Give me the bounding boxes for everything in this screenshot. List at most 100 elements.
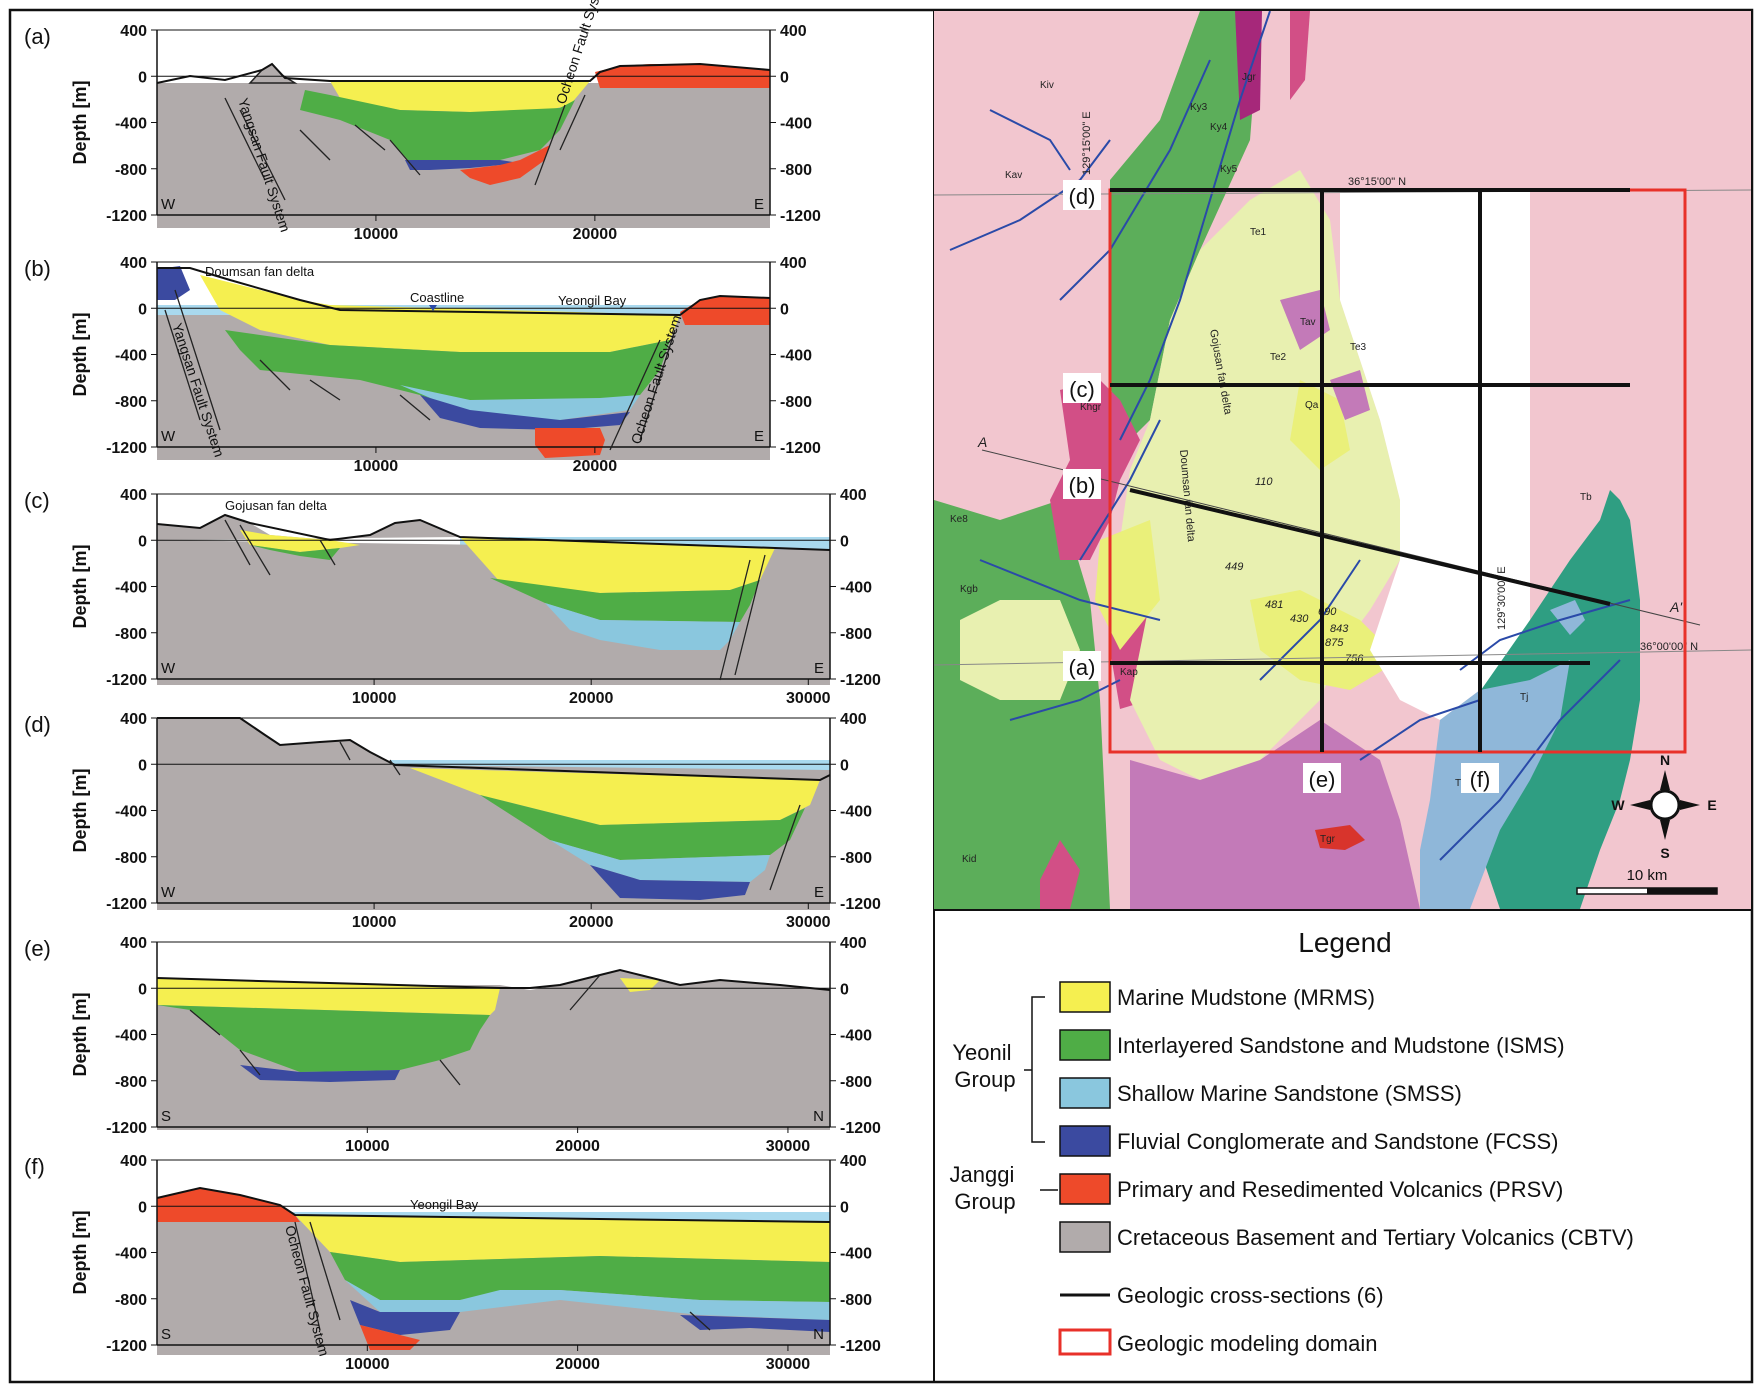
y-axis-label: Depth [m] xyxy=(70,313,90,397)
y-tick-label: 400 xyxy=(120,935,147,952)
y-tick-label-right: -800 xyxy=(840,1292,872,1309)
topography xyxy=(157,267,771,317)
legend-title: Legend xyxy=(1298,927,1391,958)
fault-line xyxy=(389,759,401,776)
y-tick-label: 0 xyxy=(138,533,147,550)
section-panel-e: (e) xyxy=(24,936,831,1130)
y-tick-label-right: -400 xyxy=(780,116,812,133)
legend-swatch xyxy=(1059,1125,1111,1157)
legend-item-label: Fluvial Conglomerate and Sandstone (FCSS… xyxy=(1117,1129,1558,1154)
prsv-layer-b xyxy=(360,1325,420,1350)
prsv-layer xyxy=(157,1188,300,1222)
y-tick-label-right: 400 xyxy=(780,255,807,272)
y-axis-label: Depth [m] xyxy=(70,1211,90,1295)
y-tick-label-right: -1200 xyxy=(840,1338,881,1355)
section-line-b xyxy=(1129,488,1611,606)
fault-line xyxy=(559,94,586,151)
direction-right: E xyxy=(814,884,824,901)
fault-line xyxy=(224,519,251,566)
section-annotation: Yeongil Bay xyxy=(410,1197,479,1212)
unit-label: Ky3 xyxy=(1190,102,1208,113)
y-tick-label: -800 xyxy=(115,394,147,411)
group1-line2: Group xyxy=(954,1067,1015,1092)
legend-item-label: Marine Mudstone (MRMS) xyxy=(1117,985,1375,1010)
y-tick-label: 400 xyxy=(120,23,147,40)
topography xyxy=(157,717,831,782)
fault-line xyxy=(174,289,221,431)
topography xyxy=(156,62,771,84)
fault-line xyxy=(339,741,351,761)
well-label: 843 xyxy=(1330,623,1349,635)
direction-right: E xyxy=(754,196,764,213)
unit-label: Kid xyxy=(962,854,976,865)
fault-line xyxy=(354,124,386,151)
y-tick-label-right: -800 xyxy=(840,1074,872,1091)
y-tick-label: 400 xyxy=(120,711,147,728)
section-annotation: Gojusan fan delta xyxy=(225,498,328,513)
legend-swatch xyxy=(1059,1077,1111,1109)
compass-icon: N S W E xyxy=(1611,752,1716,861)
coastline-marker-icon xyxy=(429,305,437,311)
map-label-a: (a) xyxy=(1069,655,1096,680)
x-tick-label: 20000 xyxy=(555,1138,600,1155)
legend-swatch xyxy=(1059,1221,1111,1253)
prsv-layer-b xyxy=(460,145,550,185)
mrms-layer xyxy=(295,1215,830,1262)
group1-line1: Yeonil xyxy=(952,1040,1011,1065)
y-tick-label: -1200 xyxy=(106,208,147,225)
geologic-map: Kiv Kav Ke8 Ky3 Ky4 Ky5 Tav Jgr Te1 Te2 … xyxy=(934,11,1751,909)
y-tick-label-right: -800 xyxy=(840,626,872,643)
y-tick-label-right: -1200 xyxy=(840,896,881,913)
unit-label: Qa xyxy=(1305,400,1319,411)
smss-layer xyxy=(545,603,740,650)
panel-letter-b: (b) xyxy=(24,256,51,281)
prsv-layer xyxy=(680,296,770,325)
panel-letter-c: (c) xyxy=(24,488,50,513)
x-tick-label: 30000 xyxy=(786,914,831,931)
legend-domain-box-icon xyxy=(1058,1328,1112,1356)
y-tick-label-right: 0 xyxy=(840,757,849,774)
y-tick-label: -1200 xyxy=(106,896,147,913)
axes-a: 400 400 0 0 -400 -400 -800 -800 -1200 -1200 10000 2… xyxy=(70,23,821,243)
x-tick-label: 20000 xyxy=(569,914,614,931)
axes-e: 400 400 0 0 -400 -400 -800 -800 -1200 -1200 10000 2… xyxy=(70,935,881,1155)
fcss-layer xyxy=(590,865,750,900)
cross-sections: (a) (b) (c) xyxy=(24,0,881,1373)
fault-line xyxy=(239,524,271,576)
y-tick-label-right: -1200 xyxy=(780,440,821,457)
unit-label: Ky4 xyxy=(1210,122,1228,133)
x-tick-label: 30000 xyxy=(766,1356,811,1373)
unit-label: Te3 xyxy=(1350,342,1367,353)
section-axes: 400 400 0 0 -400 -400 -800 -800 -1200 -1200 10000 2… xyxy=(70,23,881,1373)
direction-left: W xyxy=(161,660,176,677)
direction-right: N xyxy=(813,1326,824,1343)
x-tick-label: 10000 xyxy=(354,226,399,243)
isms-layer xyxy=(157,1005,490,1072)
map-label-d: (d) xyxy=(1069,184,1096,209)
y-tick-label-right: 400 xyxy=(840,935,867,952)
fault-line xyxy=(294,1221,321,1331)
fault-lines xyxy=(164,94,801,1331)
coord-label: 129°30'00" E xyxy=(1496,566,1508,630)
fault-line xyxy=(239,1049,261,1076)
section-annotation: Yeongil Bay xyxy=(558,293,627,308)
y-tick-label-right: 400 xyxy=(840,487,867,504)
smss-layer xyxy=(550,840,770,882)
y-tick-label: -800 xyxy=(115,162,147,179)
well-label: 875 xyxy=(1325,637,1344,649)
legend-item-label: Cretaceous Basement and Tertiary Volcani… xyxy=(1117,1225,1634,1250)
y-tick-label-right: 0 xyxy=(840,1199,849,1216)
fault-line xyxy=(309,1221,341,1321)
map-label-c: (c) xyxy=(1069,377,1095,402)
legend-swatch xyxy=(1059,1173,1111,1205)
fault-line xyxy=(189,1009,221,1036)
y-axis-label: Depth [m] xyxy=(70,769,90,853)
well-label: 110 xyxy=(1255,476,1273,488)
fault-line xyxy=(534,104,566,186)
y-tick-label-right: -400 xyxy=(780,348,812,365)
legend: Legend Yeonil Group Janggi Group Marine … xyxy=(950,927,1634,1356)
x-tick-label: 10000 xyxy=(352,914,397,931)
topography xyxy=(156,1186,831,1223)
x-tick-label: 20000 xyxy=(573,458,618,475)
y-tick-label-right: -800 xyxy=(780,394,812,411)
